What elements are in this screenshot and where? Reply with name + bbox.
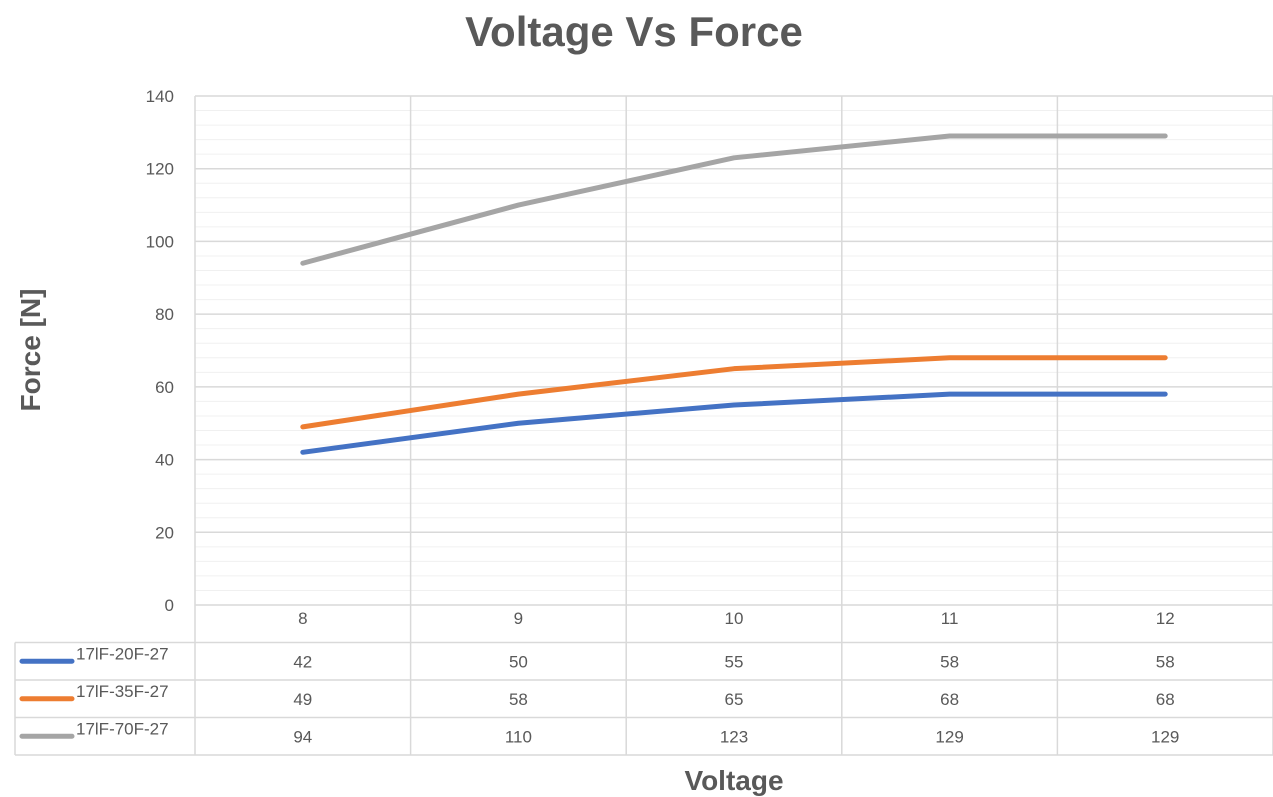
minor-gridlines: [195, 95, 1273, 606]
x-tick-label: 10: [725, 609, 744, 628]
data-label: 68: [940, 690, 959, 709]
data-label: 68: [1156, 690, 1175, 709]
series-line-2: [300, 355, 1168, 430]
legend-label: 17lF-35F-27: [76, 682, 169, 701]
data-label: 129: [935, 727, 963, 746]
data-table: 8 9 10 11 12 17lF-20F-27 42 50 55 58 58 17lF-35F-27…: [14, 609, 1273, 756]
y-axis-title: Force [N]: [15, 289, 46, 412]
series-line-3: [300, 133, 1168, 266]
y-tick-label: 40: [155, 451, 174, 470]
y-axis-ticks: 0 20 40 60 80 100 120 140: [146, 87, 174, 615]
data-label: 42: [293, 652, 312, 671]
data-label: 129: [1151, 727, 1179, 746]
series-line-1: [300, 391, 1168, 455]
data-label: 123: [720, 727, 748, 746]
legend-label: 17lF-20F-27: [76, 644, 169, 663]
data-label: 65: [725, 690, 744, 709]
data-label: 110: [505, 727, 532, 746]
y-tick-label: 20: [155, 523, 174, 542]
data-label: 58: [940, 652, 959, 671]
series-lines: [300, 133, 1168, 455]
y-tick-label: 100: [146, 232, 174, 251]
y-tick-label: 140: [146, 87, 174, 106]
y-tick-label: 80: [155, 305, 174, 324]
data-label: 58: [1156, 652, 1175, 671]
vertical-gridlines: [194, 96, 1273, 755]
data-label: 49: [293, 690, 312, 709]
y-tick-label: 60: [155, 378, 174, 397]
x-tick-label: 12: [1156, 609, 1175, 628]
y-tick-label: 0: [165, 596, 174, 615]
chart-title: Voltage Vs Force: [465, 8, 803, 55]
x-tick-label: 8: [298, 609, 307, 628]
x-tick-label: 9: [514, 609, 523, 628]
data-label: 94: [293, 727, 312, 746]
x-axis-title: Voltage: [684, 765, 783, 796]
x-tick-label: 11: [941, 609, 959, 628]
data-label: 50: [509, 652, 528, 671]
legend-label: 17lF-70F-27: [76, 719, 169, 738]
major-gridlines: [195, 95, 1273, 606]
data-label: 55: [725, 652, 744, 671]
data-label: 58: [509, 690, 528, 709]
y-tick-label: 120: [146, 160, 174, 179]
